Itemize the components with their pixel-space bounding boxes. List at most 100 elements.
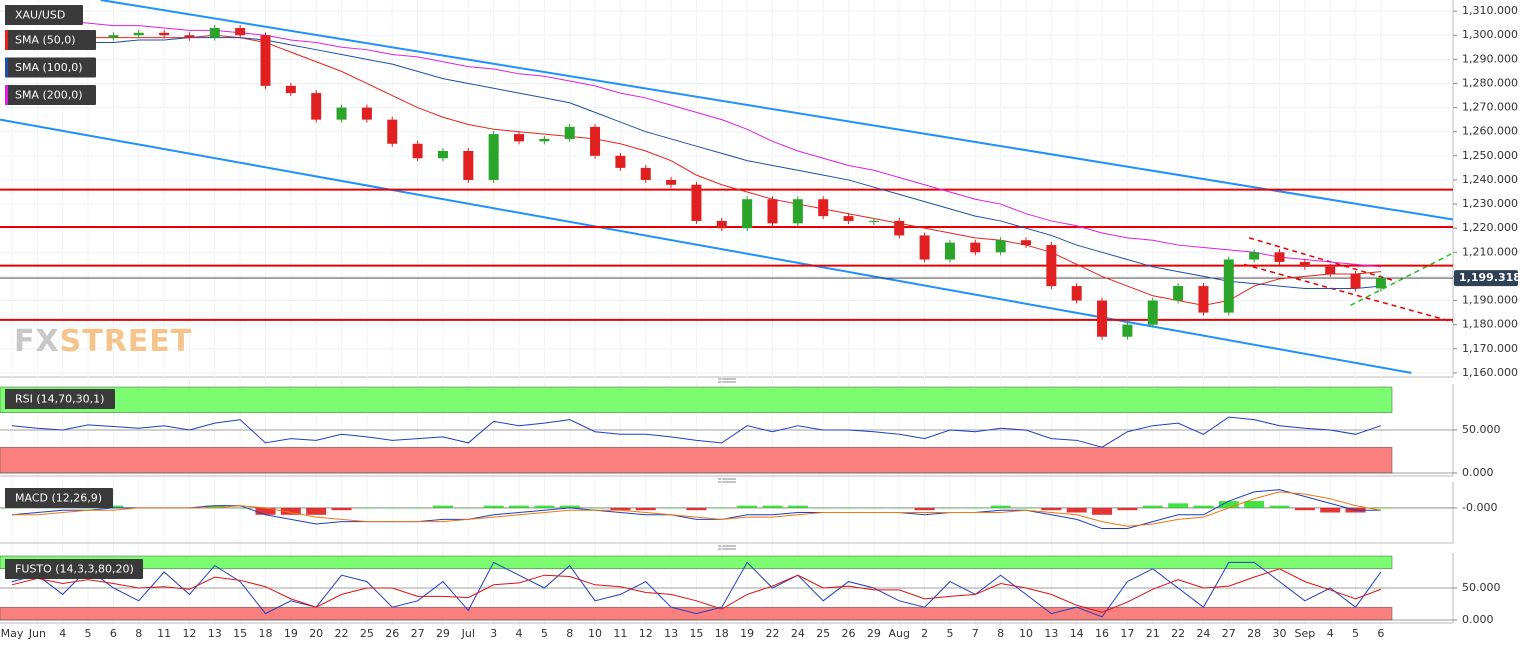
candle	[311, 93, 322, 120]
x-tick-label: 19	[740, 627, 754, 640]
x-tick-label: 2	[921, 627, 928, 640]
x-tick-label: Jul	[461, 627, 475, 640]
legend-swatch	[5, 389, 8, 409]
x-tick-label: 5	[85, 627, 92, 640]
candle	[260, 35, 271, 86]
x-tick-label: 19	[284, 627, 298, 640]
legend-label: XAU/USD	[15, 9, 65, 22]
x-tick-label: 21	[1146, 627, 1160, 640]
y-tick-label: -0.000	[1462, 501, 1497, 514]
x-tick-label: 15	[689, 627, 703, 640]
x-tick-label: 18	[715, 627, 729, 640]
candle	[666, 179, 677, 185]
y-tick-label: 1,250.000	[1462, 149, 1518, 162]
trendline	[1243, 263, 1453, 323]
candle	[970, 242, 981, 253]
x-tick-label: 3	[490, 627, 497, 640]
indicator-line	[11, 568, 1382, 613]
x-tick-label: 22	[1171, 627, 1185, 640]
candle	[742, 199, 753, 229]
x-tick-label: 5	[541, 627, 548, 640]
candle	[590, 126, 601, 156]
x-tick-label: Sep	[1294, 627, 1315, 640]
band	[0, 446, 1393, 474]
legend-item: SMA (200,0)	[5, 85, 96, 105]
x-tick-label: 30	[1273, 627, 1287, 640]
y-tick-label: 1,290.000	[1462, 52, 1518, 65]
legend-swatch	[5, 559, 8, 579]
x-tick-label: 5	[1352, 627, 1359, 640]
histogram-bar	[356, 507, 377, 509]
x-tick-label: 11	[613, 627, 627, 640]
x-tick-label: 22	[766, 627, 780, 640]
x-tick-label: 29	[867, 627, 881, 640]
histogram-bar	[863, 507, 884, 509]
histogram-bar	[1320, 507, 1341, 513]
histogram-bar	[1244, 501, 1265, 508]
candle	[1097, 300, 1108, 337]
indicator-line	[12, 491, 1381, 527]
candle	[1122, 324, 1133, 337]
candle	[539, 138, 550, 142]
x-tick-label: 25	[360, 627, 374, 640]
y-tick-label: 0.000	[1462, 466, 1494, 479]
y-tick-label: 1,180.000	[1462, 318, 1518, 331]
histogram-bar	[762, 505, 783, 508]
legend-box	[5, 30, 96, 50]
candle	[995, 240, 1006, 253]
candle	[1173, 286, 1184, 301]
legend-box	[5, 57, 96, 78]
histogram-bar	[939, 507, 960, 509]
histogram-bar	[1218, 501, 1239, 508]
legend-swatch	[5, 57, 8, 78]
legend-item: XAU/USD	[5, 5, 83, 25]
candle	[412, 143, 423, 159]
candle	[1325, 266, 1336, 275]
x-tick-label: 13	[208, 627, 222, 640]
histogram-bar	[1168, 503, 1189, 508]
x-tick-label: 15	[233, 627, 247, 640]
legend-swatch	[5, 85, 8, 105]
legend-box	[5, 5, 83, 25]
candle	[564, 126, 575, 139]
candle	[1350, 274, 1361, 289]
y-tick-label: 1,310.000	[1462, 4, 1518, 17]
histogram-bar	[331, 507, 352, 511]
legend-item: FUSTO (14,3,3,80,20)	[5, 559, 143, 579]
y-tick-label: 1,170.000	[1462, 342, 1518, 355]
x-tick-label: 12	[182, 627, 196, 640]
x-tick-label: 24	[1196, 627, 1210, 640]
candle	[691, 184, 702, 221]
x-tick-label: 8	[566, 627, 573, 640]
legend-box	[5, 559, 143, 579]
histogram-bar	[382, 507, 403, 509]
legend-box	[5, 389, 115, 409]
y-tick-label: 1,280.000	[1462, 76, 1518, 89]
candle	[1274, 252, 1285, 262]
x-tick-label: 10	[588, 627, 602, 640]
x-tick-label: 4	[59, 627, 66, 640]
candle	[387, 119, 398, 144]
x-tick-label: 24	[791, 627, 805, 640]
x-tick-label: 25	[816, 627, 830, 640]
histogram-bar	[534, 505, 555, 508]
candle	[843, 216, 854, 221]
histogram-bar	[458, 507, 479, 509]
watermark-part: STREET	[60, 324, 193, 359]
histogram-bar	[635, 507, 656, 511]
histogram-bar	[407, 507, 428, 509]
x-tick-label: 26	[385, 627, 399, 640]
histogram-bar	[1370, 507, 1391, 509]
histogram-bar	[711, 507, 732, 509]
candle	[209, 27, 220, 38]
x-tick-label: 4	[1327, 627, 1334, 640]
candle	[615, 155, 626, 168]
histogram-bar	[306, 507, 327, 515]
histogram-bar	[585, 507, 606, 509]
x-tick-label: 14	[1070, 627, 1084, 640]
legend-box	[5, 85, 96, 105]
histogram-bar	[661, 507, 682, 509]
candle	[235, 27, 246, 36]
watermark-part: FX	[14, 324, 60, 359]
